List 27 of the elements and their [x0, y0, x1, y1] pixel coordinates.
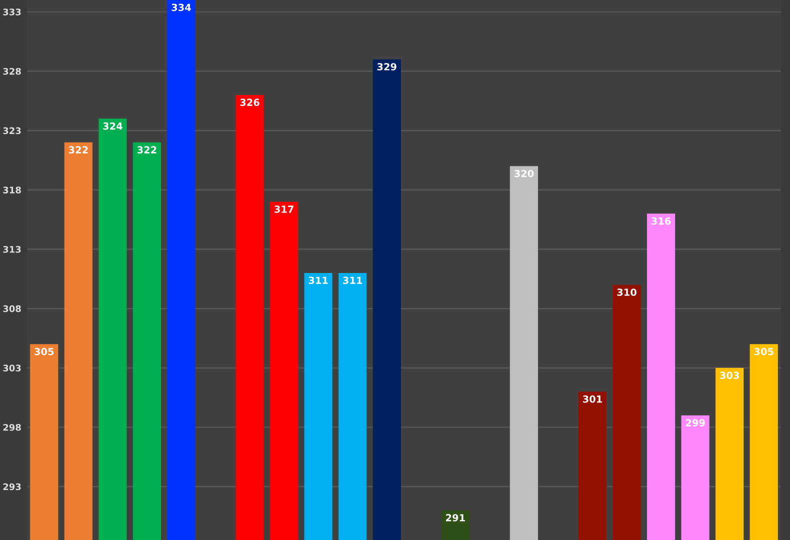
data-label: 311 — [343, 276, 362, 284]
data-label: 334 — [172, 4, 191, 12]
data-label: 326 — [240, 98, 260, 106]
y-tick-label: 323 — [3, 127, 21, 134]
data-label: 291 — [446, 514, 465, 522]
y-tick-label: 298 — [3, 424, 21, 431]
data-label: 322 — [137, 146, 156, 154]
data-label: 316 — [652, 217, 671, 225]
data-label: 303 — [720, 372, 739, 379]
y-tick-label: 318 — [3, 186, 21, 194]
y-tick-label: 308 — [3, 305, 21, 312]
data-label: 311 — [308, 276, 328, 284]
data-label: 301 — [583, 395, 602, 403]
y-tick-label: 333 — [3, 8, 21, 16]
data-label: 320 — [514, 170, 534, 178]
data-label: 310 — [617, 288, 636, 296]
data-label: 317 — [274, 205, 294, 213]
data-label: 305 — [34, 348, 54, 356]
data-label: 324 — [103, 122, 122, 130]
y-tick-label: 328 — [3, 68, 21, 75]
y-tick-label: 313 — [3, 246, 21, 253]
y-tick-label: 293 — [3, 483, 21, 490]
data-label: 329 — [377, 63, 396, 70]
y-tick-label: 303 — [3, 364, 21, 372]
data-label: 299 — [686, 419, 705, 426]
data-label: 322 — [68, 146, 88, 154]
data-label: 305 — [754, 348, 774, 356]
